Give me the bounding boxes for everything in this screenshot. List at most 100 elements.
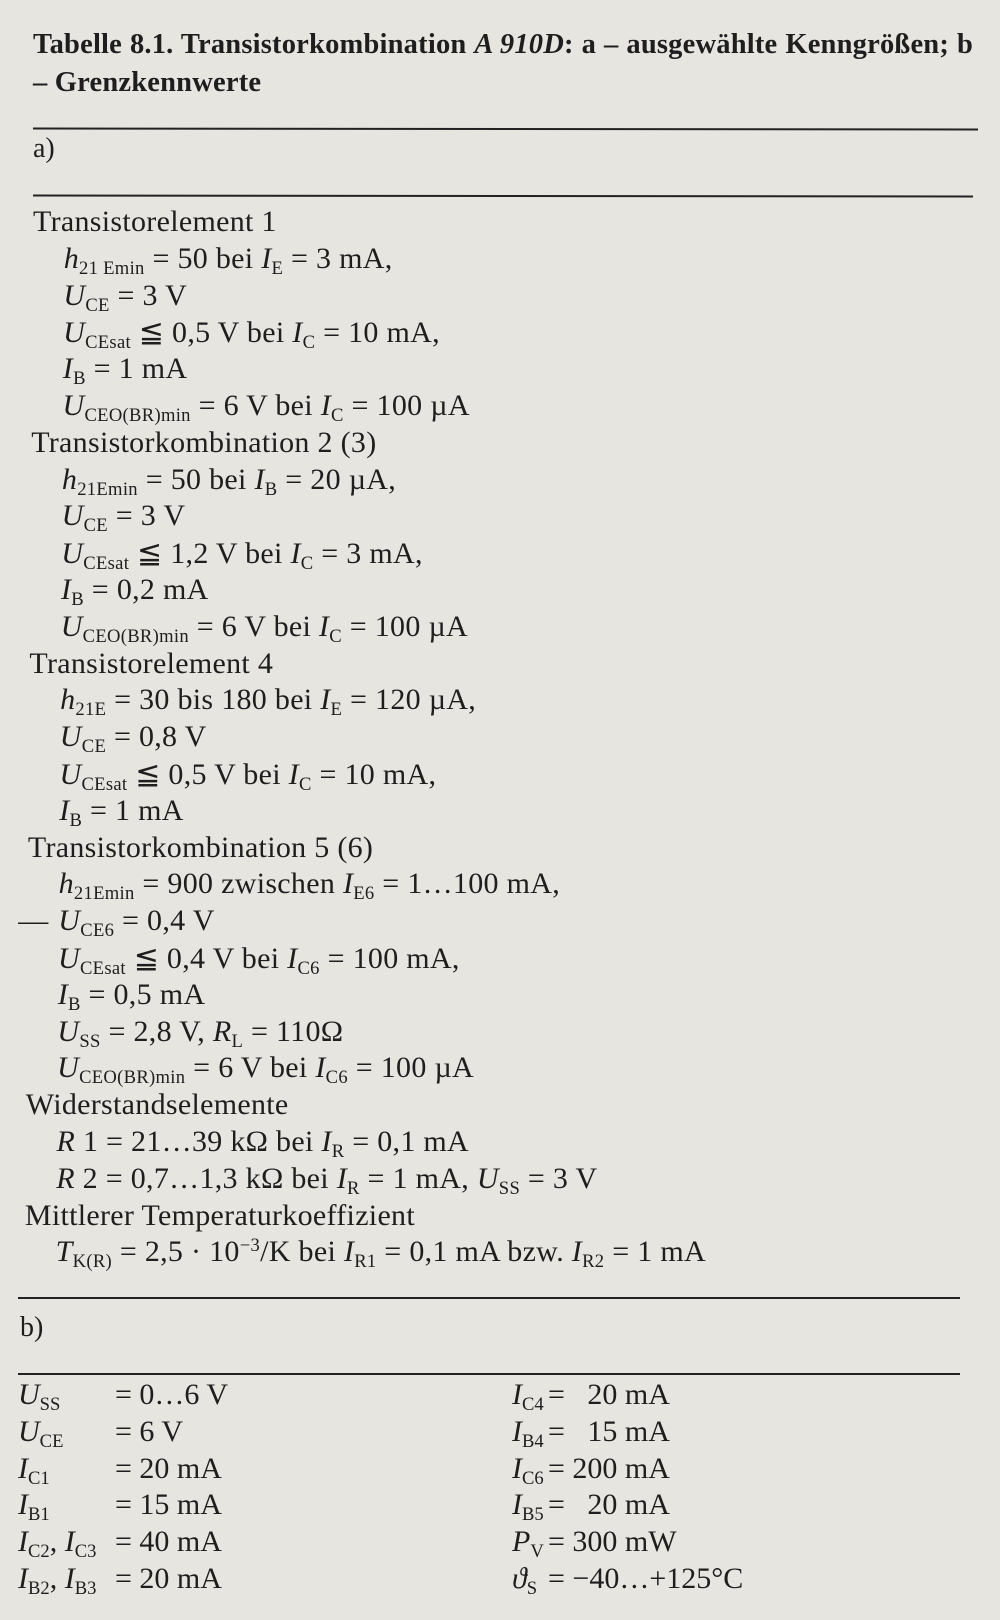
- symbol: I: [18, 1525, 28, 1559]
- limit-value: = 20 mA: [548, 1378, 670, 1411]
- subscript: CEsat: [79, 957, 126, 979]
- symbol: I: [318, 609, 330, 643]
- text: = 1 mA,: [359, 1161, 477, 1195]
- subscript: C6: [522, 1467, 544, 1489]
- symbol: I: [64, 1562, 75, 1595]
- text: 1 = 21…39 kΩ bei: [75, 1125, 322, 1158]
- text: = 2,8 V,: [100, 1014, 213, 1048]
- symbol: I: [342, 867, 354, 901]
- symbol: U: [62, 389, 85, 422]
- text: = 0,1 mA bzw.: [376, 1235, 572, 1269]
- limit-symbol: IB2, IB3: [18, 1562, 96, 1600]
- text: = 2,5 · 10: [112, 1235, 240, 1269]
- subscript: E6: [353, 883, 375, 905]
- parameter-line: UCEO(BR)min = 6 V bei IC6 = 100 µA: [57, 1051, 474, 1089]
- symbol: R: [212, 1014, 232, 1048]
- dash-mark: —: [18, 904, 49, 938]
- subscript: CE6: [80, 920, 115, 942]
- subscript: CEO(BR)min: [82, 625, 189, 647]
- symbol: I: [254, 462, 265, 496]
- text: /K bei: [260, 1235, 344, 1269]
- symbol: U: [60, 609, 83, 643]
- rule-b: [18, 1373, 960, 1375]
- symbol: I: [321, 1125, 332, 1158]
- subscript: B2: [28, 1577, 50, 1599]
- symbol: I: [343, 1235, 355, 1269]
- text: = 6 V bei: [188, 609, 319, 643]
- section-heading: Transistorelement 4: [29, 647, 273, 681]
- limit-row: IB5 = 20 mA: [512, 1488, 962, 1525]
- subscript: C: [298, 773, 312, 795]
- subscript: E: [330, 699, 343, 721]
- subscript: CEsat: [83, 553, 130, 575]
- subscript: C6: [297, 957, 320, 979]
- parameter-line: R 1 = 21…39 kΩ bei IR = 0,1 mA: [57, 1125, 470, 1163]
- rule-b-top: [18, 1297, 960, 1299]
- subscript: SS: [39, 1393, 61, 1415]
- text: ≦ 1,2 V bei: [129, 537, 291, 571]
- text: = 10 mA,: [315, 316, 440, 350]
- text: = 6 V bei: [185, 1051, 316, 1085]
- text: Transistorkombination 2 (3): [31, 425, 377, 459]
- parameter-line: IB = 0,2 mA: [61, 573, 209, 611]
- text: = 0,5 mA: [80, 977, 206, 1011]
- parameter-line: UCEO(BR)min = 6 V bei IC = 100 µA: [63, 389, 470, 427]
- parameter-line: h21 Emin = 50 bei IE = 3 mA,: [64, 242, 393, 280]
- text: Transistorkombination 5 (6): [27, 830, 374, 864]
- text: = 1 mA: [604, 1235, 706, 1269]
- symbol: I: [320, 389, 332, 422]
- limit-row: IB1 = 15 mA: [18, 1488, 468, 1525]
- symbol: I: [292, 316, 303, 350]
- text: = 1 mA: [85, 352, 188, 386]
- table-caption: Tabelle 8.1. Transistorkombination A 910…: [33, 26, 973, 102]
- text: = 1 mA: [82, 793, 184, 827]
- symbol: U: [63, 316, 86, 350]
- limit-row: IC4 = 20 mA: [512, 1378, 962, 1415]
- limit-row: IC2, IC3 = 40 mA: [18, 1525, 468, 1563]
- subscript: B: [69, 809, 83, 831]
- limit-value: = 300 mW: [548, 1525, 677, 1559]
- part-b-label: b): [20, 1312, 44, 1343]
- symbol: U: [61, 537, 84, 571]
- symbol: I: [290, 537, 301, 571]
- parameter-line: UCE = 3 V: [63, 279, 187, 317]
- subscript: CE: [39, 1430, 64, 1452]
- text: = 3 mA,: [283, 241, 393, 275]
- text: = 100 µA: [343, 389, 470, 422]
- symbol: U: [63, 278, 86, 312]
- symbol: I: [57, 977, 68, 1011]
- text: 2 = 0,7…1,3 kΩ bei: [74, 1161, 337, 1195]
- parameter-line: h21Emin = 50 bei IB = 20 µA,: [62, 463, 396, 501]
- text: ≦ 0,4 V bei: [125, 942, 288, 975]
- symbol: P: [512, 1525, 531, 1559]
- subscript: R: [331, 1140, 345, 1162]
- text: = 3 V: [520, 1161, 598, 1195]
- text: ,: [49, 1562, 65, 1595]
- symbol: ϑ: [512, 1562, 527, 1595]
- subscript: CE: [81, 736, 107, 758]
- symbol: U: [59, 758, 82, 791]
- text: = 1…100 mA,: [374, 867, 561, 901]
- symbol: I: [512, 1488, 522, 1522]
- subscript: C4: [522, 1393, 544, 1415]
- parameter-line: IB = 1 mA: [59, 794, 184, 832]
- subscript: C2: [28, 1541, 50, 1563]
- limit-value: = −40…+125°C: [548, 1562, 744, 1595]
- text: Mittlerer Temperaturkoeffizient: [24, 1198, 415, 1232]
- subscript: CEsat: [81, 773, 128, 795]
- symbol: I: [261, 241, 272, 275]
- text: = 50 bei: [137, 462, 255, 496]
- parameter-line: UCE = 3 V: [62, 499, 186, 537]
- limit-row: IC1 = 20 mA: [18, 1451, 468, 1489]
- symbol: I: [18, 1451, 28, 1485]
- limit-row: UCE = 6 V: [18, 1415, 468, 1452]
- subscript: B: [264, 478, 278, 500]
- symbol: I: [571, 1235, 583, 1269]
- limit-value: = 40 mA: [115, 1525, 222, 1559]
- subscript: C: [329, 625, 342, 647]
- symbol: U: [61, 499, 84, 533]
- subscript: 21 Emin: [79, 257, 145, 279]
- subscript: C: [331, 404, 344, 426]
- subscript: SS: [79, 1030, 101, 1052]
- text: Widerstandselemente: [25, 1088, 289, 1122]
